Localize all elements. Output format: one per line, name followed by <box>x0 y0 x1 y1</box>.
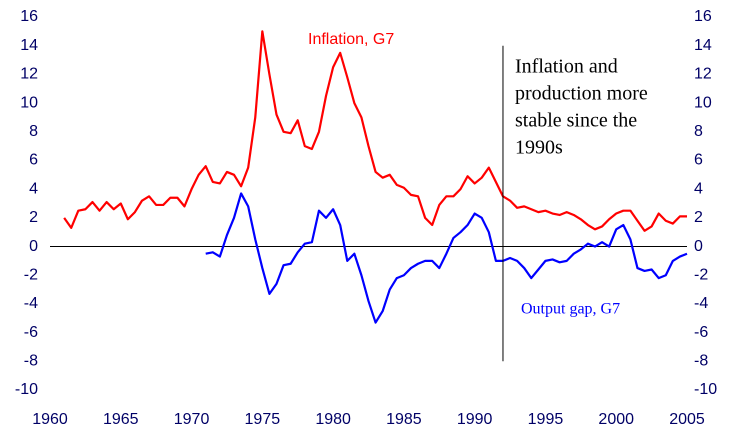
series-line <box>63 30 687 232</box>
x-tick-label: 1985 <box>386 411 422 428</box>
y2-tick-label: 0 <box>694 238 703 255</box>
y-tick-label: 10 <box>20 94 38 111</box>
y-tick-label: 2 <box>29 209 38 226</box>
y-tick-label: 4 <box>29 180 38 197</box>
y2-tick-label: 6 <box>694 152 703 169</box>
annotation-text: production more <box>515 83 648 105</box>
y2-tick-label: 12 <box>694 66 712 83</box>
y2-tick-label: -6 <box>694 324 708 341</box>
series-line <box>205 192 688 324</box>
y2-tick-label: 10 <box>694 94 712 111</box>
y-tick-label: -2 <box>24 266 38 283</box>
x-tick-label: 1970 <box>174 411 210 428</box>
y2-tick-label: -2 <box>694 266 708 283</box>
y-tick-label: 6 <box>29 152 38 169</box>
y-tick-label: 14 <box>20 37 38 54</box>
x-tick-label: 1980 <box>315 411 351 428</box>
y2-tick-label: -10 <box>694 381 717 398</box>
y2-tick-label: 16 <box>694 8 712 25</box>
y-tick-label: -4 <box>24 295 38 312</box>
y-tick-label: -10 <box>15 381 38 398</box>
y-tick-label: 16 <box>20 8 38 25</box>
x-tick-label: 1965 <box>103 411 139 428</box>
y2-tick-label: -8 <box>694 353 708 370</box>
x-tick-label: 1990 <box>457 411 493 428</box>
x-tick-label: 2005 <box>669 411 705 428</box>
y-tick-label: -6 <box>24 324 38 341</box>
y-tick-label: 0 <box>29 238 38 255</box>
y-tick-label: 8 <box>29 123 38 140</box>
y2-tick-label: 2 <box>694 209 703 226</box>
y2-tick-label: 8 <box>694 123 703 140</box>
x-tick-label: 2000 <box>598 411 634 428</box>
y2-tick-label: 4 <box>694 180 703 197</box>
x-tick-label: 1960 <box>32 411 68 428</box>
y2-tick-label: -4 <box>694 295 708 312</box>
x-tick-label: 1995 <box>528 411 564 428</box>
annotation-text: stable since the <box>515 110 637 132</box>
series-label: Output gap, G7 <box>521 301 620 318</box>
series-label: Inflation, G7 <box>308 31 394 48</box>
y-tick-label: -8 <box>24 353 38 370</box>
y2-tick-label: 14 <box>694 37 712 54</box>
y-tick-label: 12 <box>20 66 38 83</box>
x-tick-label: 1975 <box>245 411 281 428</box>
annotation-text: 1990s <box>515 137 563 159</box>
annotation-text: Inflation and <box>515 56 618 78</box>
